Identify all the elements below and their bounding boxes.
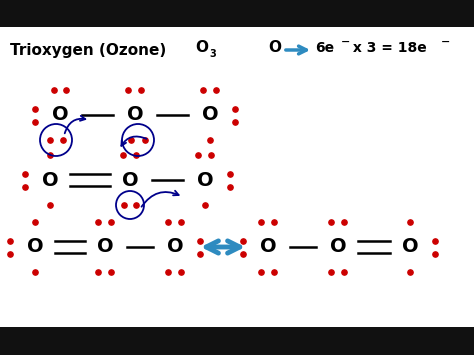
Text: O: O	[197, 170, 213, 190]
Text: 3: 3	[209, 49, 216, 59]
Text: O: O	[167, 237, 183, 257]
Text: Trioxygen (Ozone): Trioxygen (Ozone)	[10, 43, 166, 58]
Text: O: O	[122, 170, 138, 190]
Text: O: O	[195, 40, 208, 55]
Text: O: O	[268, 40, 281, 55]
Text: O: O	[330, 237, 346, 257]
Text: O: O	[202, 105, 219, 125]
Text: O: O	[97, 237, 113, 257]
Text: −: −	[441, 37, 450, 47]
Text: O: O	[27, 237, 43, 257]
Text: O: O	[260, 237, 276, 257]
Text: x 3 = 18e: x 3 = 18e	[348, 41, 427, 55]
Text: O: O	[401, 237, 419, 257]
Text: −: −	[341, 37, 350, 47]
Text: O: O	[52, 105, 68, 125]
FancyBboxPatch shape	[0, 27, 474, 327]
Text: O: O	[42, 170, 58, 190]
Text: O: O	[127, 105, 143, 125]
Text: 6e: 6e	[315, 41, 334, 55]
